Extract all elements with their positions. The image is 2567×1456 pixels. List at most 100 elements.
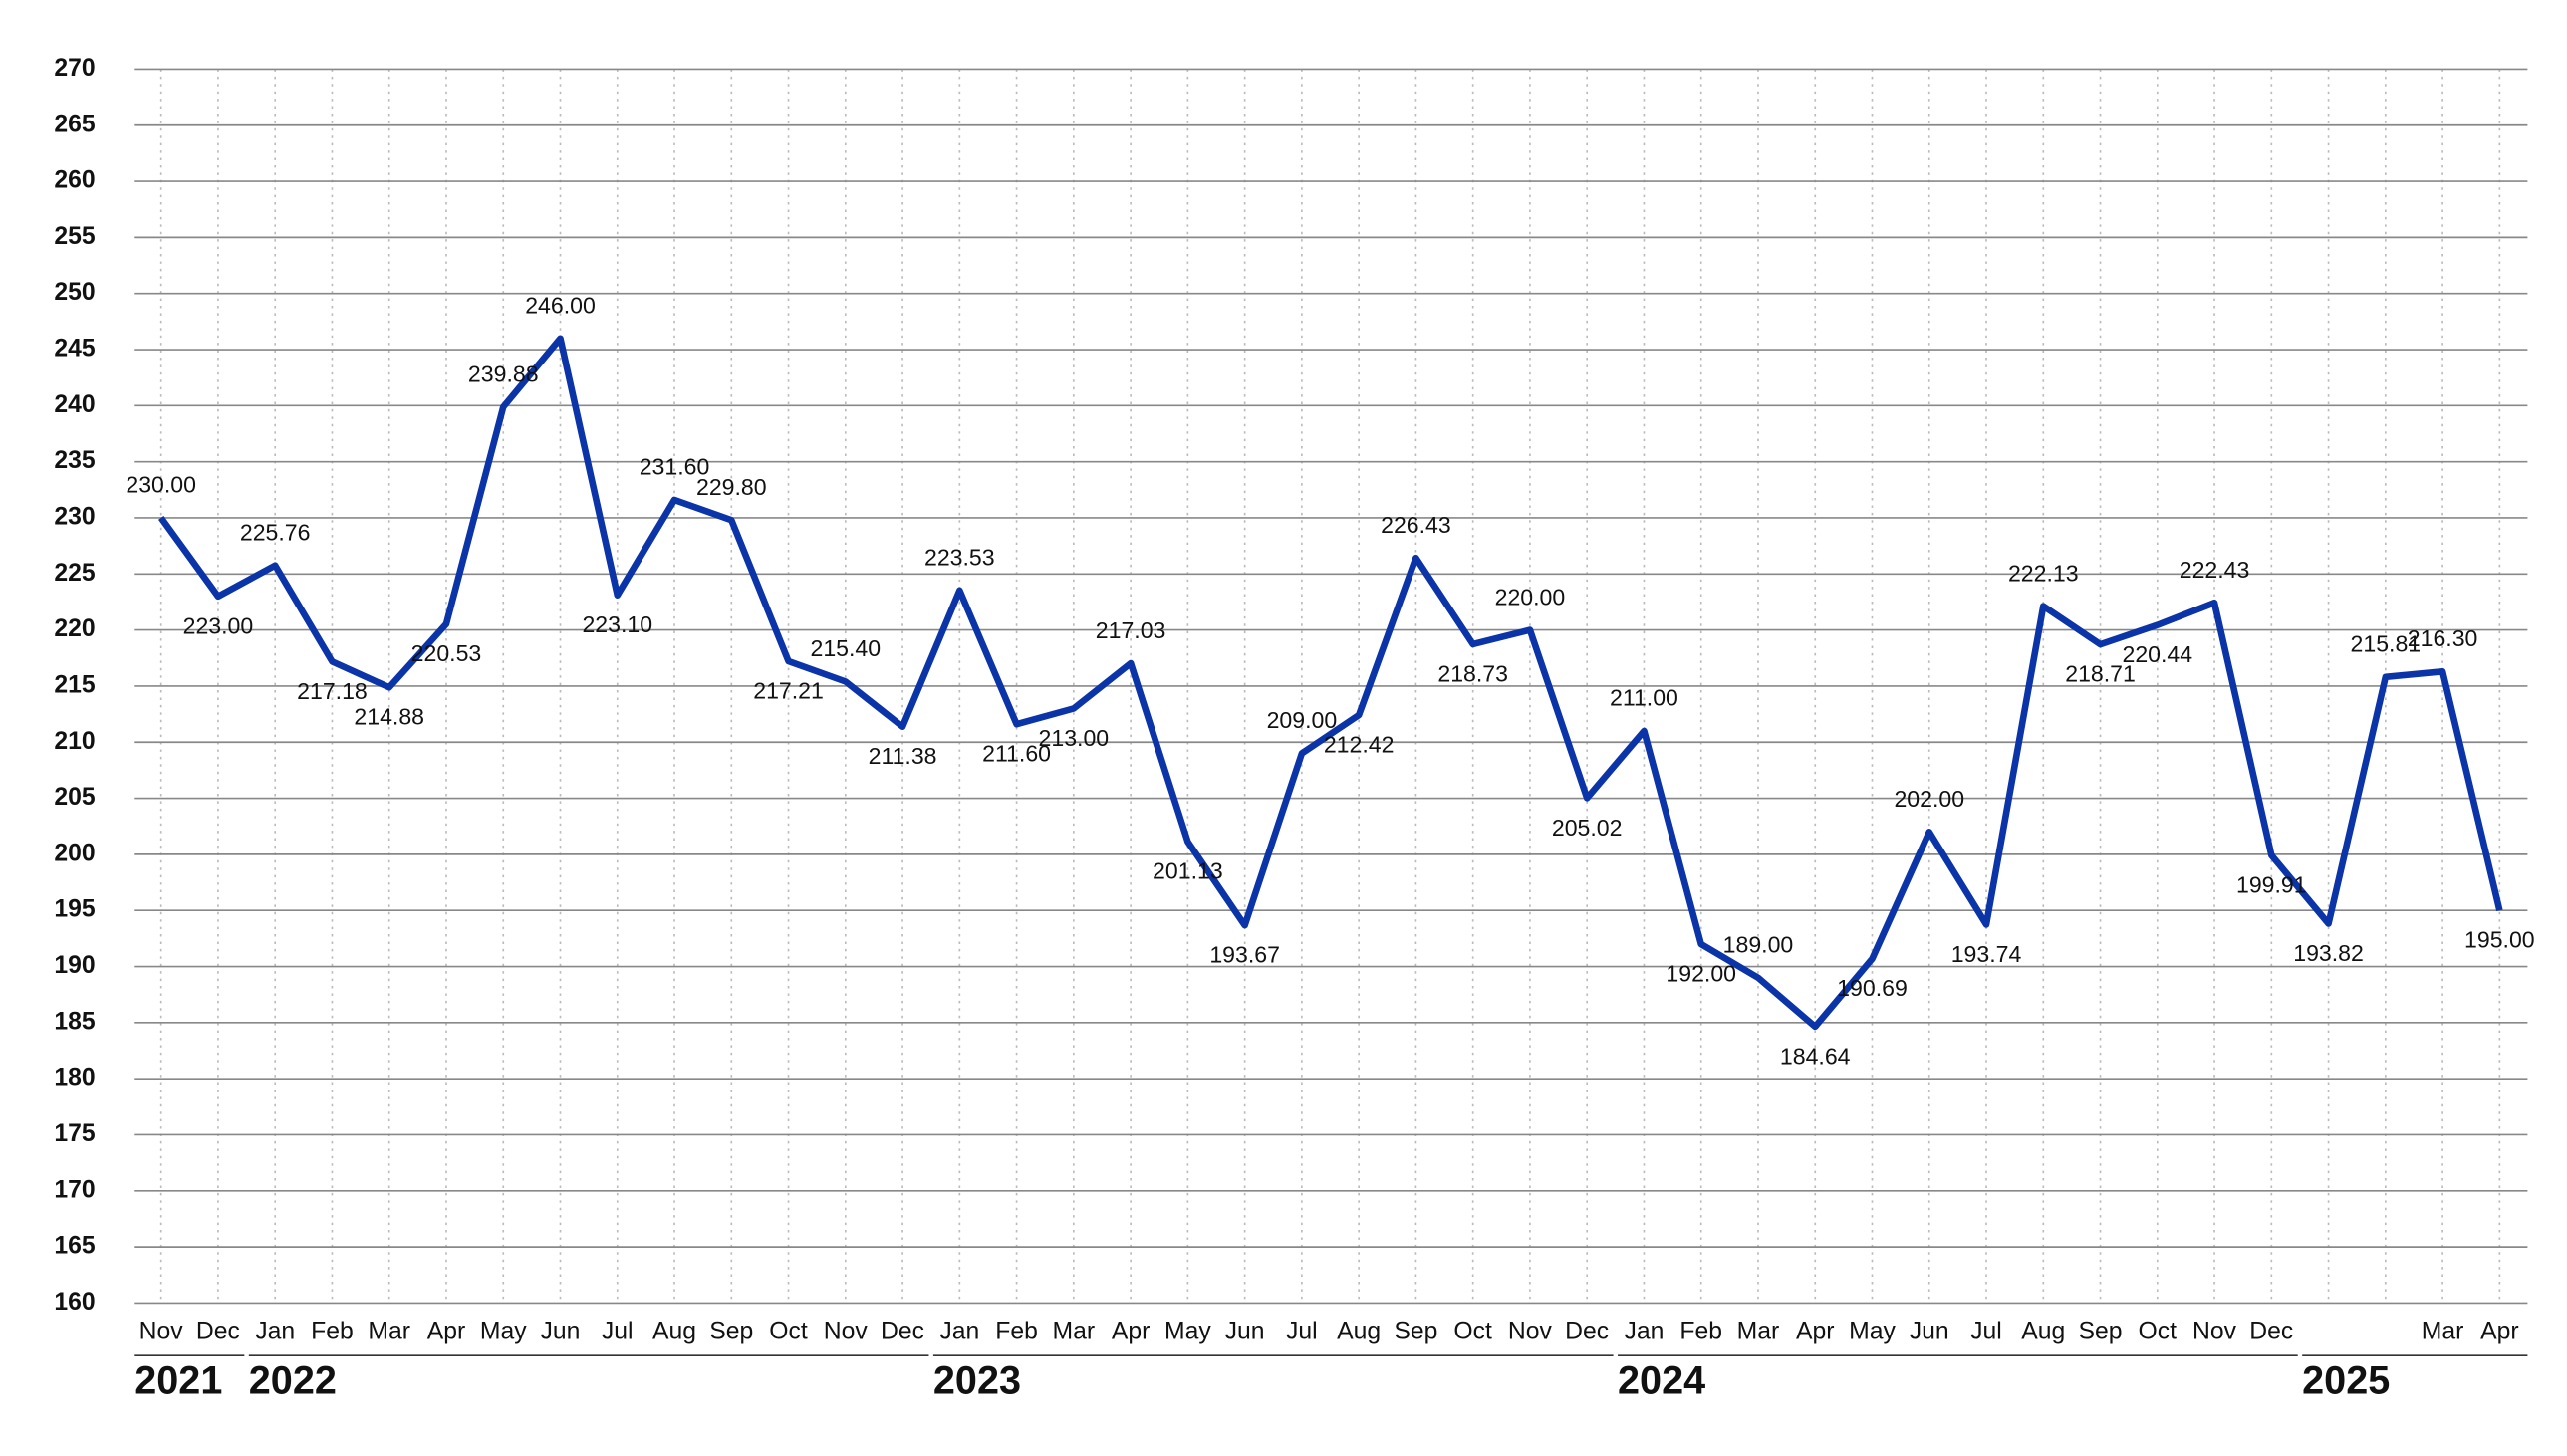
- x-tick-label: Dec: [1565, 1319, 1609, 1345]
- y-tick-label: 270: [54, 55, 95, 82]
- y-tick-label: 195: [54, 896, 96, 923]
- x-tick-label: Apr: [1112, 1319, 1151, 1345]
- x-tick-label: Jun: [1910, 1319, 1949, 1345]
- data-label: 223.00: [183, 612, 254, 638]
- data-label: 226.43: [1381, 512, 1451, 538]
- x-tick-label: Jun: [541, 1319, 581, 1345]
- y-tick-label: 205: [54, 784, 96, 811]
- data-label: 192.00: [1666, 960, 1736, 986]
- x-tick-label: Mar: [1737, 1319, 1780, 1345]
- x-tick-label: Oct: [769, 1319, 808, 1345]
- y-tick-label: 220: [54, 615, 95, 642]
- y-tick-label: 170: [54, 1176, 95, 1203]
- data-label: 218.73: [1437, 660, 1508, 686]
- x-tick-label: Oct: [2139, 1319, 2178, 1345]
- data-label: 199.91: [2236, 871, 2307, 897]
- x-tick-label: Apr: [1796, 1319, 1835, 1345]
- data-label: 193.74: [1951, 941, 2022, 967]
- x-tick-label: Mar: [1053, 1319, 1096, 1345]
- x-tick-label: Jul: [1286, 1319, 1318, 1345]
- x-tick-label: Nov: [139, 1319, 184, 1345]
- data-label: 229.80: [696, 474, 767, 500]
- data-label: 202.00: [1894, 786, 1964, 812]
- y-tick-label: 235: [54, 447, 96, 474]
- y-tick-label: 215: [54, 671, 96, 698]
- x-tick-label: Aug: [2021, 1319, 2065, 1345]
- data-label: 239.88: [468, 361, 539, 386]
- x-tick-label: Nov: [1508, 1319, 1553, 1345]
- data-label: 217.18: [297, 678, 368, 704]
- x-tick-label: Jan: [939, 1319, 979, 1345]
- data-label: 246.00: [525, 293, 596, 319]
- data-label: 211.60: [982, 741, 1051, 767]
- y-tick-label: 250: [54, 279, 95, 306]
- x-tick-label: Oct: [1453, 1319, 1492, 1345]
- data-label: 216.30: [2408, 625, 2478, 651]
- data-label: 223.53: [924, 545, 995, 571]
- data-label: 231.60: [640, 454, 710, 480]
- y-tick-label: 265: [54, 111, 96, 137]
- y-tick-label: 230: [54, 504, 95, 531]
- x-tick-label: May: [1849, 1319, 1896, 1345]
- y-tick-label: 260: [54, 167, 95, 194]
- x-tick-label: Aug: [652, 1319, 696, 1345]
- data-label: 193.67: [1209, 942, 1280, 968]
- y-tick-label: 165: [54, 1233, 96, 1260]
- data-label: 190.69: [1837, 975, 1908, 1001]
- x-tick-label: Apr: [2480, 1319, 2519, 1345]
- year-label: 2025: [2302, 1359, 2390, 1403]
- data-label: 222.13: [2008, 560, 2079, 586]
- x-tick-label: Jul: [602, 1319, 634, 1345]
- data-label: 213.00: [1039, 725, 1110, 751]
- x-tick-label: Sep: [1394, 1319, 1437, 1345]
- data-label: 220.53: [411, 640, 482, 666]
- data-label: 220.44: [2122, 641, 2192, 667]
- x-tick-label: Dec: [881, 1319, 924, 1345]
- data-label: 205.02: [1552, 815, 1623, 841]
- x-tick-label: Sep: [709, 1319, 753, 1345]
- data-label: 193.82: [2293, 940, 2364, 966]
- x-tick-label: May: [1164, 1319, 1211, 1345]
- data-label: 211.38: [869, 743, 937, 769]
- y-tick-label: 245: [54, 336, 96, 363]
- x-tick-label: Sep: [2079, 1319, 2123, 1345]
- data-label: 211.00: [1610, 685, 1678, 711]
- data-label: 215.81: [2351, 631, 2422, 657]
- x-tick-label: Jan: [255, 1319, 295, 1345]
- x-tick-label: Jan: [1625, 1319, 1665, 1345]
- y-tick-label: 225: [54, 560, 96, 587]
- line: [158, 335, 2503, 1031]
- y-tick-label: 175: [54, 1120, 96, 1147]
- x-tick-label: Dec: [2249, 1319, 2293, 1345]
- x-tick-label: Nov: [2192, 1319, 2237, 1345]
- data-label: 218.71: [2065, 661, 2136, 687]
- year-label: 2024: [1618, 1359, 1705, 1403]
- x-tick-label: Mar: [2422, 1319, 2464, 1345]
- data-label: 189.00: [1723, 932, 1794, 958]
- data-label: 217.03: [1096, 617, 1166, 643]
- y-tick-label: 185: [54, 1008, 96, 1035]
- data-label: 201.13: [1153, 858, 1223, 884]
- y-tick-label: 255: [54, 223, 96, 250]
- x-tick-label: Jun: [1225, 1319, 1265, 1345]
- data-label: 195.00: [2464, 927, 2535, 953]
- data-label: 225.76: [240, 519, 311, 545]
- data-label: 215.40: [811, 635, 882, 661]
- year-label: 2021: [134, 1359, 222, 1403]
- x-tick-label: Nov: [824, 1319, 869, 1345]
- x-tick-label: Feb: [311, 1319, 354, 1345]
- data-label: 220.00: [1495, 584, 1566, 609]
- x-tick-label: Feb: [1679, 1319, 1722, 1345]
- y-tick-label: 210: [54, 728, 95, 755]
- x-tick-label: Jul: [1970, 1319, 2002, 1345]
- y-tick-label: 180: [54, 1065, 95, 1092]
- x-tick-label: Dec: [196, 1319, 240, 1345]
- x-tick-label: Feb: [995, 1319, 1038, 1345]
- data-label: 214.88: [354, 704, 424, 730]
- x-tick-label: May: [480, 1319, 527, 1345]
- y-tick-label: 160: [54, 1289, 95, 1316]
- data-label: 217.21: [753, 677, 824, 703]
- data-label: 222.43: [2180, 557, 2250, 583]
- y-tick-label: 240: [54, 391, 95, 418]
